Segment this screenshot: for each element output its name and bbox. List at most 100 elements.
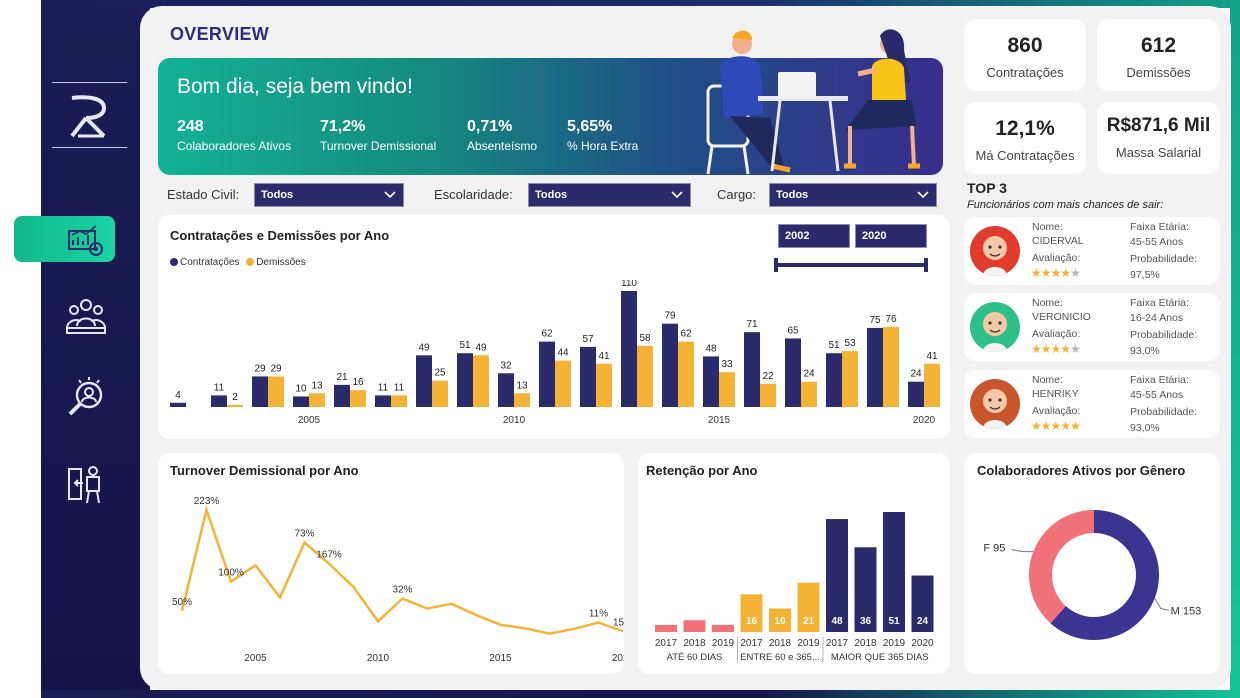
line-data-label: 15% [613,617,624,628]
bar-contratacoes-2004 [252,376,268,407]
retention-bar-label: 10 [774,616,786,627]
chart-title: Retenção por Ano [646,463,758,478]
kpi-card-contratacoes: 860 Contratações [964,19,1086,91]
bar-label: 51 [828,340,840,351]
bar-label: 33 [721,359,733,370]
bar-label: 11 [394,382,405,393]
line-data-label: 73% [294,529,314,540]
rating-stars: ★★★★★ [1031,342,1081,356]
label-leader [1154,598,1169,611]
retention-bar-label: 21 [803,616,815,627]
bar-label: 76 [885,314,897,325]
bar-demissoes-2017 [801,381,817,407]
bar-label: 62 [680,329,692,340]
kpi-label: % Hora Extra [567,139,639,153]
year-range-slider[interactable] [774,257,928,272]
employee-age: 45-55 Anos [1130,389,1184,401]
escolaridade-select[interactable]: Todos [528,183,691,207]
greeting-text: Bom dia, seja bem vindo! [177,75,413,98]
kpi-card-label: Demissões [1126,65,1191,80]
retention-bar-2018 [683,620,706,632]
bottom-band [41,690,1240,698]
kpi-value: 0,71% [467,118,513,135]
rating-label: Avaliação: [1032,405,1081,417]
bar-label: 24 [803,369,815,380]
retention-bar-2020 [911,575,934,632]
logo-icon [62,90,116,142]
retention-bar-label: 24 [917,616,929,627]
retention-bar-2019 [883,512,905,632]
group-label: MAIOR QUE 365 DIAS [831,652,929,663]
kpi-absenteismo: 0,71% Absenteísmo [467,118,537,153]
employee-card[interactable]: Nome: VERONICIO Avaliação: ★★★★★ Faixa E… [964,293,1220,361]
bar-contratacoes-2007 [375,395,391,407]
bar-demissoes-2007 [391,395,407,407]
bar-contratacoes-2015 [703,356,719,407]
bar-label: 29 [270,363,282,374]
donut-label-f: F 95 [983,543,1005,555]
bar-demissoes-2009 [473,355,489,407]
year-end-input[interactable]: 2020 [855,224,927,248]
group-label: ENTRE 60 e 365... [740,652,820,663]
x-tick-label: 2010 [503,415,526,426]
exit-door-icon[interactable] [64,462,108,506]
contratacoes-demissoes-chart: 4 11 2 29 29 10 13 21 16 11 11 49 25 51 49 32 13 62 44 57 41… [170,280,940,426]
line-data-label: 50% [172,597,192,608]
employee-prob: 97,5% [1130,269,1160,281]
logo-divider-bottom [52,147,127,148]
kpi-turnover: 71,2% Turnover Demissional [320,118,436,153]
chart-legend: Contratações Demissões [170,257,306,268]
kpi-card-massa-salarial: R$871,6 Mil Massa Salarial [1097,102,1220,174]
avatar [970,226,1020,276]
search-person-icon[interactable] [64,374,110,420]
kpi-value: 248 [177,118,204,135]
bar-demissoes-2018 [842,351,858,407]
kpi-card-value: R$871,6 Mil [1106,115,1211,136]
x-tick-label: 2020 [911,638,934,649]
retention-bar-2017 [826,519,848,632]
name-label: Nome: [1032,297,1063,309]
x-tick-label: 2005 [298,415,321,426]
x-tick-label: 2019 [883,638,906,649]
kpi-value: 71,2% [320,118,366,135]
dashboard-chart-icon[interactable] [64,222,108,258]
avatar [970,302,1020,352]
employee-card[interactable]: Nome: CIDERVAL Avaliação: ★★★★★ Faixa Et… [964,217,1220,285]
x-tick-label: 2017 [740,638,763,649]
bar-label: 16 [352,377,364,388]
cargo-select[interactable]: Todos [769,183,937,207]
bar-label: 11 [378,382,389,393]
employee-age: 16-24 Anos [1130,312,1184,324]
line-data-label: 11% [589,609,608,620]
kpi-label: Absenteísmo [467,139,538,153]
legend-dot-contratacoes [170,258,178,266]
kpi-card-label: Contratações [986,65,1064,80]
x-tick-label: 2020 [913,415,936,426]
bar-demissoes-2013 [637,345,653,407]
bar-label: 24 [910,369,922,380]
employee-card[interactable]: Nome: HENRIKY Avaliação: ★★★★★ Faixa Etá… [964,370,1220,438]
x-tick-label: 2017 [826,638,849,649]
donut-slice-1 [1050,510,1159,640]
top3-title: TOP 3 [967,180,1007,196]
label-leader [1011,549,1034,553]
year-start-input[interactable]: 2002 [778,224,850,248]
bar-demissoes-2016 [760,383,776,407]
retention-bar-label: 51 [888,616,900,627]
estado-civil-select[interactable]: Todos [254,183,404,207]
prob-label: Probabilidade: [1130,329,1198,341]
people-group-icon[interactable] [64,296,108,336]
retention-bar-2017 [740,594,763,632]
bar-contratacoes-2002 [170,402,186,407]
bar-label: 75 [869,315,881,326]
bar-demissoes-2015 [719,372,735,407]
kpi-label: Turnover Demissional [320,139,437,153]
retention-bar-2019 [712,624,734,632]
x-tick-label: 2020 [612,653,624,664]
bar-label: 29 [254,363,266,374]
age-label: Faixa Etária: [1130,221,1189,233]
bar-label: 48 [705,343,717,354]
donut-slice-0 [1029,510,1094,624]
page-title: OVERVIEW [170,24,270,44]
bar-label: 32 [500,360,512,371]
